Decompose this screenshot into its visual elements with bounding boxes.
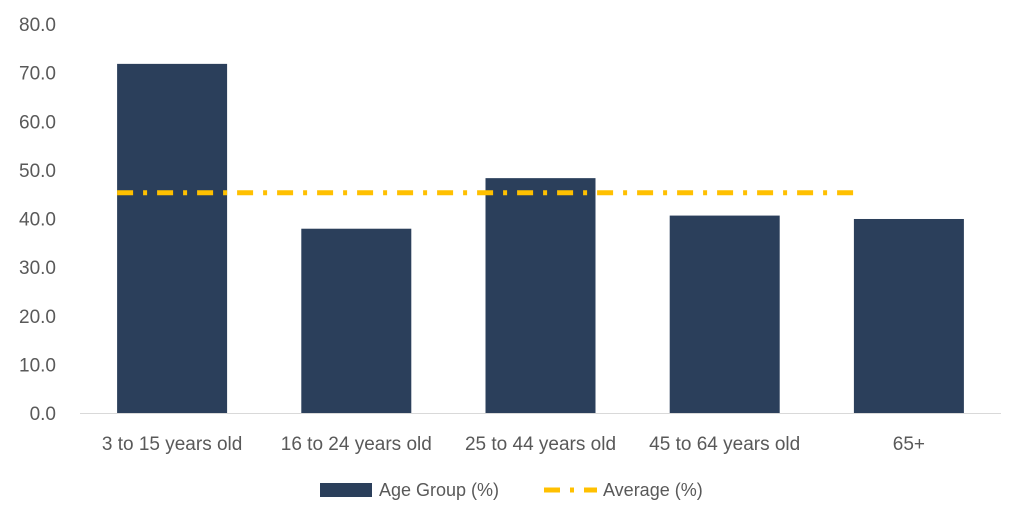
x-tick-label: 3 to 15 years old — [102, 434, 242, 455]
y-tick-label: 10.0 — [19, 355, 56, 376]
y-tick-label: 0.0 — [30, 404, 56, 425]
bars — [117, 63, 964, 414]
y-tick-label: 40.0 — [19, 210, 56, 231]
legend-bar-label: Age Group (%) — [379, 480, 499, 500]
x-tick-label: 25 to 44 years old — [465, 434, 616, 455]
y-tick-label: 30.0 — [19, 258, 56, 279]
legend: Age Group (%) Average (%) — [320, 480, 703, 500]
y-tick-label: 20.0 — [19, 307, 56, 328]
bar — [301, 228, 412, 413]
x-tick-label: 45 to 64 years old — [649, 434, 800, 455]
y-tick-label: 50.0 — [19, 161, 56, 182]
y-tick-label: 80.0 — [19, 15, 56, 36]
bar — [853, 218, 964, 413]
y-tick-label: 70.0 — [19, 64, 56, 85]
y-axis-ticks: 0.0 10.0 20.0 30.0 40.0 50.0 60.0 70.0 80.0 — [19, 15, 56, 425]
bar — [117, 63, 228, 414]
x-tick-label: 16 to 24 years old — [281, 434, 432, 455]
x-axis-ticks: 3 to 15 years old 16 to 24 years old 25 to… — [102, 434, 925, 455]
x-tick-label: 65+ — [893, 434, 925, 455]
legend-average-label: Average (%) — [603, 480, 703, 500]
legend-bar-swatch — [320, 483, 372, 497]
y-tick-label: 60.0 — [19, 112, 56, 133]
bar — [669, 215, 780, 413]
bar — [485, 178, 596, 413]
